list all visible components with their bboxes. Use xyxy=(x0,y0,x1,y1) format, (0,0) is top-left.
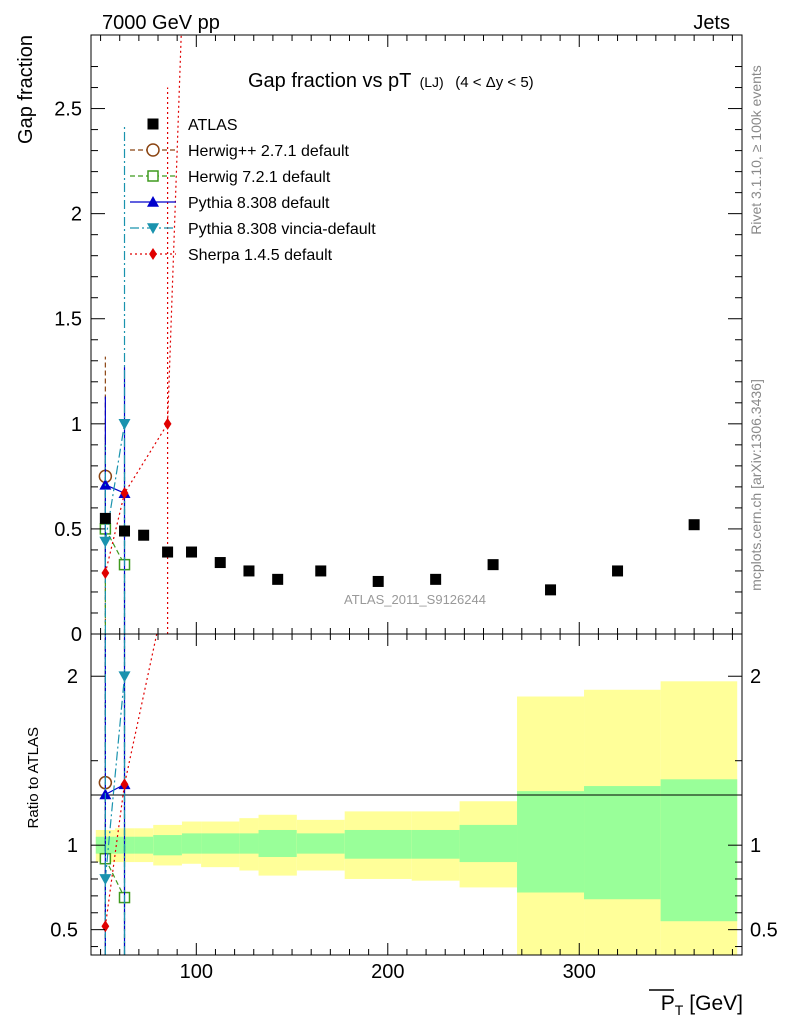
ratio-point-3 xyxy=(99,874,112,885)
analysis-label: ATLAS_2011_S9126244 xyxy=(344,592,486,607)
ratio-band-green xyxy=(134,836,154,854)
data-point xyxy=(545,584,557,596)
ratio-plot-frame xyxy=(90,633,743,956)
legend-marker-0 xyxy=(147,118,159,130)
chart-title-main: Gap fraction vs pT xyxy=(248,70,411,92)
legend-label-4: Pythia 8.308 vincia-default xyxy=(188,221,376,238)
ratio-band-green xyxy=(153,835,182,856)
data-point xyxy=(119,525,131,537)
x-axis-label-main: P xyxy=(661,992,675,1015)
legend-marker-5 xyxy=(149,248,157,260)
legend-marker-2 xyxy=(147,170,159,182)
series-point-4 xyxy=(120,487,129,500)
x-axis-label-sub: T xyxy=(675,1002,684,1018)
energy-label: 7000 GeV pp xyxy=(102,12,220,34)
ratio-y-axis-label: Ratio to ATLAS xyxy=(25,727,42,828)
ratio-band-green xyxy=(584,786,661,900)
y-tick-label: 1.5 xyxy=(54,309,82,331)
ratio-tick-label-left: 2 xyxy=(67,666,78,688)
x-tick-label: 100 xyxy=(180,961,213,983)
x-tick-label: 300 xyxy=(563,961,596,983)
series-point-4 xyxy=(101,567,110,580)
legend-label-0: ATLAS xyxy=(188,117,238,134)
ratio-point-4 xyxy=(101,920,110,933)
legend-label-5: Sherpa 1.4.5 default xyxy=(188,247,333,264)
series-point-4 xyxy=(163,417,172,430)
y-tick-label: 0 xyxy=(71,624,82,646)
data-point xyxy=(138,529,150,541)
ratio-band-green xyxy=(344,829,412,859)
ratio-tick-label-left: 0.5 xyxy=(50,920,78,942)
data-point xyxy=(372,575,384,587)
ratio-band-green xyxy=(660,779,738,922)
series-point-3 xyxy=(118,419,131,430)
data-point xyxy=(243,565,255,577)
y-axis-label: Gap fraction xyxy=(15,35,37,144)
ratio-line-1 xyxy=(104,858,126,898)
data-point xyxy=(162,546,174,558)
category-label: Jets xyxy=(693,12,730,34)
ratio-band-green xyxy=(411,829,460,859)
ratio-tick-label-left: 1 xyxy=(67,835,78,857)
ratio-tick-label-right: 1 xyxy=(750,835,761,857)
data-point xyxy=(186,546,198,558)
x-axis-label-unit: [GeV] xyxy=(689,992,743,1015)
data-point xyxy=(214,557,226,569)
series-line-4 xyxy=(104,35,182,574)
data-point xyxy=(99,512,111,524)
legend-label-2: Herwig 7.2.1 default xyxy=(188,169,331,186)
data-point xyxy=(272,573,284,585)
y-tick-label: 0.5 xyxy=(54,519,82,541)
data-point xyxy=(688,519,700,531)
data-point xyxy=(430,573,442,585)
data-point xyxy=(315,565,327,577)
chart-title-sub: (LJ) xyxy=(420,74,444,90)
rivet-label: Rivet 3.1.10, ≥ 100k events xyxy=(748,65,764,235)
ratio-band-green xyxy=(459,824,518,863)
ratio-band-green xyxy=(181,833,202,854)
chart-title: Gap fraction vs pT (LJ) (4 < Δy < 5) xyxy=(248,70,534,92)
y-tick-label: 2.5 xyxy=(54,99,82,121)
y-tick-label: 2 xyxy=(71,204,82,226)
legend-label-3: Pythia 8.308 default xyxy=(188,195,330,212)
data-point xyxy=(612,565,624,577)
ratio-point-4 xyxy=(120,778,129,791)
legend-marker-4 xyxy=(147,223,159,234)
ratio-point-3 xyxy=(118,671,131,683)
ratio-tick-label-right: 2 xyxy=(750,666,761,688)
ratio-band-green xyxy=(296,833,345,854)
series-line-1 xyxy=(104,528,126,565)
y-tick-label: 1 xyxy=(71,414,82,436)
mcplots-label: mcplots.cern.ch [arXiv:1306.3436] xyxy=(748,379,764,591)
x-tick-label: 200 xyxy=(371,961,404,983)
legend-marker-3 xyxy=(147,196,159,207)
ratio-band-green xyxy=(201,833,240,854)
ratio-band-green xyxy=(239,833,259,854)
legend-label-1: Herwig++ 2.7.1 default xyxy=(188,143,350,160)
ratio-band-green xyxy=(517,791,585,893)
ratio-line-4 xyxy=(104,634,158,927)
ratio-band-green xyxy=(258,829,297,858)
series-point-3 xyxy=(99,536,112,548)
x-axis-label: PT [GeV] xyxy=(661,992,743,1018)
ratio-tick-label-right: 0.5 xyxy=(750,920,778,942)
chart-title-cut: (4 < Δy < 5) xyxy=(455,74,533,91)
legend-marker-1 xyxy=(146,143,160,157)
data-point xyxy=(487,559,499,571)
